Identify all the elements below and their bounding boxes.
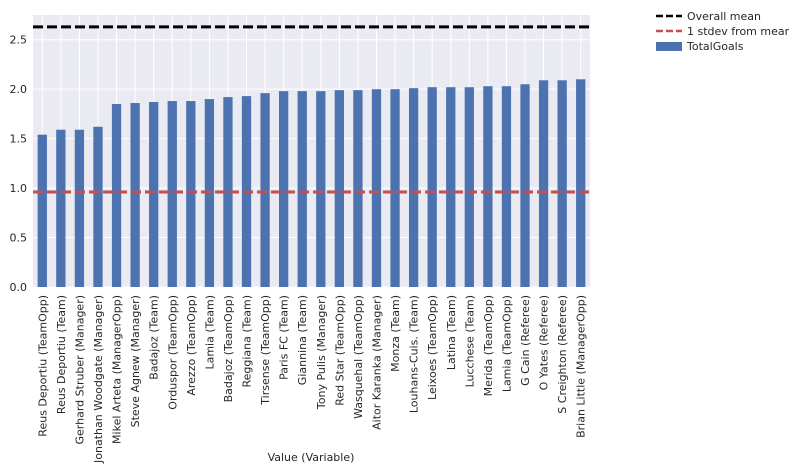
x-tick-label: Tony Pulis (Manager)	[315, 295, 328, 410]
bar	[111, 104, 122, 287]
bar	[334, 90, 344, 288]
bar	[186, 101, 196, 288]
bar	[576, 79, 586, 287]
x-tick-label: Merida (TeamOpp)	[482, 295, 495, 396]
x-tick-label: Brian Little (ManagerOpp)	[575, 295, 588, 438]
legend: Overall mean 1 stdev from mean TotalGoal…	[656, 10, 789, 53]
bar	[37, 134, 47, 287]
reference-lines	[33, 25, 590, 194]
x-tick-label: Reus Deportiu (TeamOpp)	[36, 295, 49, 437]
bar	[483, 86, 493, 288]
x-tick-label: O Yates (Referee)	[538, 295, 551, 390]
x-tick-label: Wasquehal (TeamOpp)	[352, 295, 365, 419]
x-tick-label: S Creighton (Referee)	[556, 295, 569, 414]
bar	[56, 129, 66, 287]
legend-swatch-totalgoals	[656, 42, 682, 51]
x-tick-label: Red Star (TeamOpp)	[333, 295, 346, 406]
x-tick-label: Giannina (Team)	[296, 295, 309, 385]
x-tick-label: Steve Agnew (Manager)	[129, 295, 142, 427]
bar	[93, 126, 103, 287]
x-tick-label: Jonathan Woodgate (Manager)	[92, 295, 105, 464]
x-tick-labels: Reus Deportiu (TeamOpp) Reus Deportiu (Te…	[36, 295, 587, 464]
y-tick-label: 2.5	[10, 34, 28, 47]
bar	[279, 91, 289, 287]
bar	[353, 90, 363, 288]
x-tick-label: Latina (Team)	[445, 295, 458, 370]
x-axis-label: Value (Variable)	[268, 451, 355, 464]
bar	[390, 89, 400, 287]
x-tick-label: Badajoz (Team)	[148, 295, 161, 380]
y-tick-label: 0.5	[10, 232, 28, 245]
bar	[260, 93, 270, 287]
bar	[446, 87, 456, 287]
bar	[427, 87, 437, 287]
legend-label-overall-mean: Overall mean	[687, 10, 761, 23]
bar	[464, 87, 474, 287]
x-tick-label: Reus Deportiu (Team)	[55, 295, 68, 414]
bar	[223, 97, 233, 287]
bar	[538, 80, 549, 287]
bar	[520, 84, 530, 288]
y-tick-label: 0.0	[10, 281, 28, 294]
legend-label-stdev: 1 stdev from mean	[687, 25, 789, 38]
x-tick-label: Lamia (Team)	[203, 295, 216, 370]
x-tick-label: Tirsense (TeamOpp)	[259, 295, 272, 406]
x-tick-label: Mikel Arteta (ManagerOpp)	[111, 295, 124, 444]
x-tick-label: Orduspor (TeamOpp)	[166, 295, 179, 410]
y-tick-label: 1.0	[10, 182, 28, 195]
bar	[316, 91, 326, 287]
bar	[149, 102, 159, 287]
x-tick-label: Louhans-Cuis. (Team)	[408, 295, 421, 413]
plot-background	[33, 15, 590, 287]
x-tick-label: Gerhard Struber (Manager)	[73, 295, 86, 445]
x-tick-label: Arezzo (TeamOpp)	[185, 295, 198, 396]
x-tick-label: G Cain (Referee)	[519, 295, 532, 386]
legend-label-totalgoals: TotalGoals	[686, 40, 744, 53]
x-tick-label: Reggiana (Team)	[241, 295, 254, 388]
x-tick-label: Paris FC (Team)	[278, 295, 291, 380]
bar	[408, 88, 419, 288]
x-tick-label: Aitor Karanka (Manager)	[370, 295, 383, 430]
y-tick-label: 2.0	[10, 83, 28, 96]
bar	[297, 91, 307, 287]
x-tick-label: Lamia (TeamOpp)	[500, 295, 513, 392]
bar	[74, 129, 85, 287]
x-tick-label: Badajoz (TeamOpp)	[222, 295, 235, 402]
x-tick-label: Leixoes (TeamOpp)	[426, 295, 439, 400]
x-tick-label: Monza (Team)	[389, 295, 402, 372]
y-tick-labels: 0.0 0.5 1.0 1.5 2.0 2.5	[10, 34, 28, 294]
bar	[371, 89, 382, 287]
bar	[501, 86, 512, 288]
bars	[37, 79, 586, 288]
bar	[167, 101, 177, 288]
bar	[130, 103, 140, 288]
x-tick-label: Lucchese (Team)	[463, 295, 476, 387]
y-tick-label: 1.5	[10, 133, 28, 146]
bar	[557, 80, 567, 287]
